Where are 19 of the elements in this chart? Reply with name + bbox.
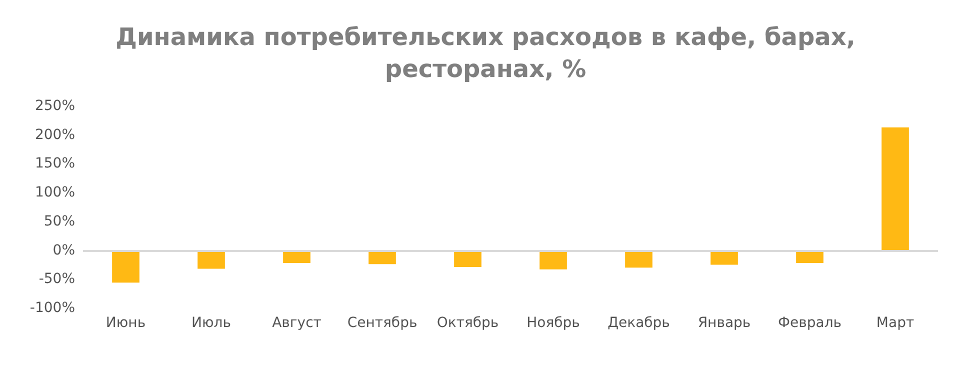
x-tick-label: Сентябрь (347, 315, 418, 331)
x-tick-label: Июль (192, 315, 231, 331)
chart-title: Динамика потребительских расходов в кафе, барах, ресторанах, % (116, 23, 856, 83)
x-tick-label: Июнь (106, 315, 146, 331)
y-tick-label: 200% (34, 126, 75, 143)
y-tick-label: -100% (30, 300, 75, 316)
y-tick-label: 250% (34, 98, 75, 114)
x-tick-label: Август (272, 315, 322, 331)
y-tick-label: 0% (52, 242, 75, 258)
x-tick-label: Январь (698, 315, 751, 331)
x-tick-label: Март (876, 315, 914, 331)
x-tick-label: Декабрь (608, 315, 670, 331)
y-tick-label: -50% (38, 271, 75, 288)
x-tick-label: Ноябрь (526, 315, 580, 331)
x-tick-label: Октябрь (436, 315, 499, 331)
y-tick-label: 50% (44, 213, 75, 230)
y-tick-label: 150% (34, 156, 75, 172)
y-tick-label: 100% (34, 184, 75, 201)
x-tick-label: Февраль (778, 315, 842, 331)
